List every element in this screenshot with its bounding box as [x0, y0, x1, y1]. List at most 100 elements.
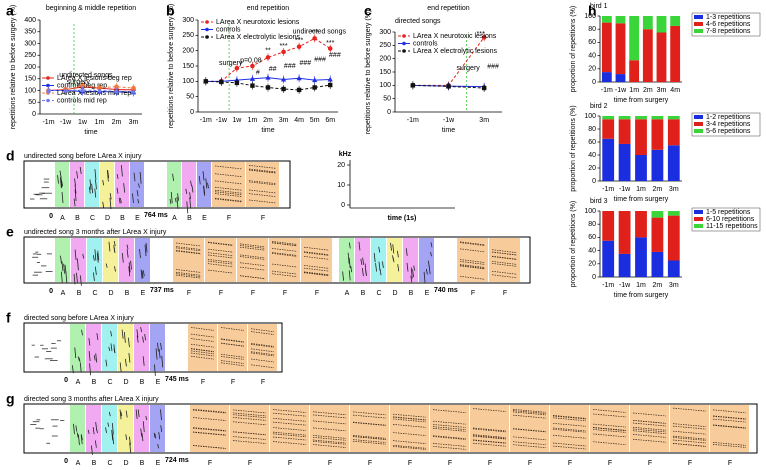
x-tick-label: -1w [60, 119, 72, 126]
spectrogram-trace [207, 259, 234, 263]
spectrogram-frame [23, 160, 291, 209]
spectrogram-trace [632, 420, 667, 424]
spectrogram-trace [250, 328, 275, 333]
spectrogram-trace [207, 182, 209, 189]
syllable-box [630, 405, 669, 452]
marker [113, 88, 120, 94]
spectrogram-trace [352, 411, 387, 416]
x-tick-label: 1m [636, 186, 646, 193]
spectrogram-trace [472, 435, 507, 440]
duration-label: 745 ms [165, 376, 189, 383]
spectrogram-trace [110, 343, 113, 352]
spectrogram-trace [392, 416, 427, 421]
spectrogram-trace [107, 422, 110, 427]
spectrogram-trace [220, 360, 245, 364]
legend-marker [205, 35, 209, 39]
spectrogram-trace [632, 438, 667, 443]
x-axis-label: time from surgery [614, 292, 669, 299]
spectrogram-trace [61, 191, 64, 204]
spectrogram-trace [272, 433, 307, 438]
spectrogram-trace [190, 348, 215, 353]
legend-label: 1-5 repetitions [706, 209, 751, 216]
syllable-label: F [568, 460, 572, 467]
bar-segment [670, 16, 681, 26]
annotation: ### [487, 64, 499, 71]
syllable-box [248, 324, 277, 371]
spectrogram-trace [512, 408, 547, 413]
x-tick-label: 1m [248, 117, 258, 124]
x-tick-label: -1m [602, 282, 614, 289]
syllable-box [118, 405, 133, 452]
syllable-box [710, 405, 749, 452]
spectrogram-trace [125, 358, 127, 367]
syllable-box [70, 324, 85, 371]
y-tick-label: 100 [584, 13, 596, 20]
series-line [48, 90, 134, 93]
syllable-box [387, 238, 402, 282]
legend-swatch [694, 22, 703, 26]
annotation: surgery [67, 79, 91, 86]
legend-label: 7-8 repetitions [706, 28, 751, 35]
spectrogram-trace [113, 348, 116, 354]
spectrogram-trace [186, 201, 189, 214]
spectrogram-trace [105, 359, 108, 367]
spectrogram [23, 403, 758, 455]
spectrogram-trace [92, 255, 95, 261]
spectrogram-trace [491, 251, 518, 256]
spectrogram-trace [192, 427, 227, 432]
spectrogram-trace [73, 273, 76, 285]
spectrogram-trace [381, 261, 384, 269]
spectrogram-trace [303, 246, 330, 251]
spectrogram-trace [160, 409, 162, 421]
syllable-label: C [90, 215, 95, 222]
spectrogram-trace [110, 330, 113, 337]
spectrogram-trace [248, 189, 277, 194]
bar-segment [667, 211, 680, 216]
marker [281, 49, 286, 55]
spectrogram-trace [232, 421, 267, 426]
spectrogram-trace [144, 333, 147, 341]
spectrogram-trace [672, 443, 707, 447]
spectrogram-title: undirected song 3 months after LArea X i… [24, 229, 167, 236]
syllable-label: D [105, 215, 110, 222]
spectrogram-trace [248, 193, 277, 197]
spectrogram-trace [352, 435, 387, 439]
spectrogram-trace [232, 431, 267, 436]
syllable-label: F [219, 290, 223, 297]
syllable-label: B [92, 460, 97, 467]
legend-box [691, 207, 761, 232]
spectrogram-trace [220, 356, 245, 360]
spectrogram-trace [632, 426, 667, 431]
spectrogram-trace [139, 248, 141, 259]
y-tick-label: 20 [588, 165, 596, 172]
spectrogram-trace [432, 435, 467, 440]
syllable-label: B [75, 215, 80, 222]
spectrogram-trace [232, 412, 267, 417]
y-tick-label: 250 [379, 42, 391, 49]
spectrogram-trace [71, 365, 74, 374]
syllable-box [371, 238, 386, 282]
spectrogram-trace [342, 271, 345, 281]
spectrogram-trace [410, 275, 413, 283]
y-tick-label: 200 [24, 64, 36, 71]
bar-segment [667, 260, 680, 277]
spectrogram-trace [552, 422, 587, 427]
syllable-label: F [728, 460, 732, 467]
syllable-label: F [288, 460, 292, 467]
syllable-label: B [125, 290, 130, 297]
spectrogram-trace [592, 423, 627, 428]
spectrogram-trace [432, 409, 467, 413]
syllable-label: F [328, 460, 332, 467]
spectrogram-trace [303, 271, 330, 276]
syllable-box [115, 162, 129, 207]
spectrogram-trace [102, 201, 105, 208]
spectrogram-trace [192, 417, 227, 421]
annotation: ### [329, 52, 341, 59]
spectrogram-trace [239, 262, 266, 267]
spectrogram-trace [65, 271, 68, 284]
syllable-label: F [208, 460, 212, 467]
bar-segment [615, 74, 626, 82]
series-line [48, 89, 134, 92]
spectrogram-trace [91, 183, 94, 194]
y-axis-label: repetitions relative to before surgery (… [10, 5, 17, 130]
